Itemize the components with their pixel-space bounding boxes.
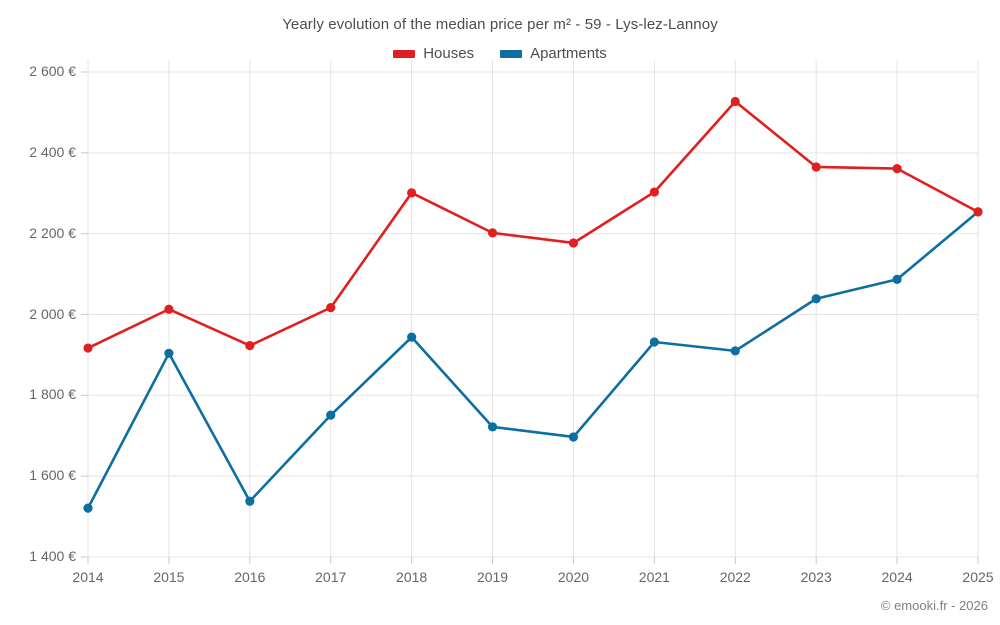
data-point[interactable] (730, 96, 740, 107)
data-point[interactable] (326, 303, 336, 313)
data-point[interactable] (973, 207, 983, 217)
x-axis-tick-label: 2017 (315, 569, 347, 585)
x-axis-tick-label: 2014 (72, 569, 104, 585)
legend-item-houses[interactable]: Houses (393, 45, 474, 62)
y-axis-tick-label: 2 400 € (29, 143, 76, 160)
data-point[interactable] (164, 348, 174, 358)
y-axis-tick-label: 1 600 € (29, 467, 76, 484)
chart-legend: Houses Apartments (0, 45, 1000, 62)
data-point[interactable] (245, 341, 255, 351)
data-point[interactable] (326, 410, 336, 420)
data-point[interactable] (892, 163, 902, 174)
axis-lines (81, 71, 979, 564)
legend-item-apartments[interactable]: Apartments (500, 45, 607, 62)
data-point[interactable] (407, 188, 417, 198)
x-axis-tick-label: 2021 (638, 569, 670, 585)
series-line-apartments (86, 210, 980, 510)
data-point[interactable] (649, 337, 659, 347)
x-axis-tick-label: 2015 (153, 569, 185, 585)
gridlines (87, 60, 979, 558)
data-point[interactable] (568, 238, 579, 248)
data-point[interactable] (487, 422, 498, 432)
data-point[interactable] (568, 432, 579, 442)
data-point[interactable] (649, 187, 659, 197)
footer-credit: © emooki.fr - 2026 (880, 598, 988, 613)
y-axis-tick-label: 2 000 € (29, 305, 76, 322)
legend-swatch-apartments (500, 49, 523, 58)
legend-label-apartments: Apartments (530, 45, 607, 62)
x-axis-tick-label: 2016 (234, 569, 266, 585)
chart-title: Yearly evolution of the median price per… (282, 16, 718, 33)
x-axis-tick-label: 2024 (881, 569, 913, 585)
data-point[interactable] (487, 228, 498, 238)
data-point[interactable] (83, 343, 93, 353)
legend-swatch-houses (393, 49, 416, 58)
data-point[interactable] (730, 346, 740, 356)
y-axis-tick-label: 2 200 € (29, 224, 76, 241)
x-axis-tick-label: 2023 (800, 569, 832, 585)
y-axis-tick-label: 1 800 € (29, 386, 76, 403)
data-point[interactable] (164, 304, 174, 314)
data-point[interactable] (811, 294, 821, 304)
data-point[interactable] (83, 503, 93, 513)
x-axis-tick-label: 2020 (557, 569, 590, 585)
legend-label-houses: Houses (423, 45, 475, 62)
series-layer (83, 96, 983, 513)
y-axis-tick-label: 1 400 € (29, 548, 76, 564)
x-axis-tick-label: 2022 (719, 569, 751, 585)
data-point[interactable] (245, 496, 255, 506)
series-line-houses (86, 100, 980, 350)
x-axis-tick-label: 2019 (476, 569, 509, 585)
x-axis-tick-label: 2025 (962, 569, 994, 585)
data-point[interactable] (407, 332, 417, 342)
data-point[interactable] (811, 162, 821, 172)
x-axis-tick-label: 2018 (396, 569, 428, 585)
y-axis-tick-label: 2 600 € (29, 63, 76, 79)
data-point[interactable] (892, 274, 902, 284)
